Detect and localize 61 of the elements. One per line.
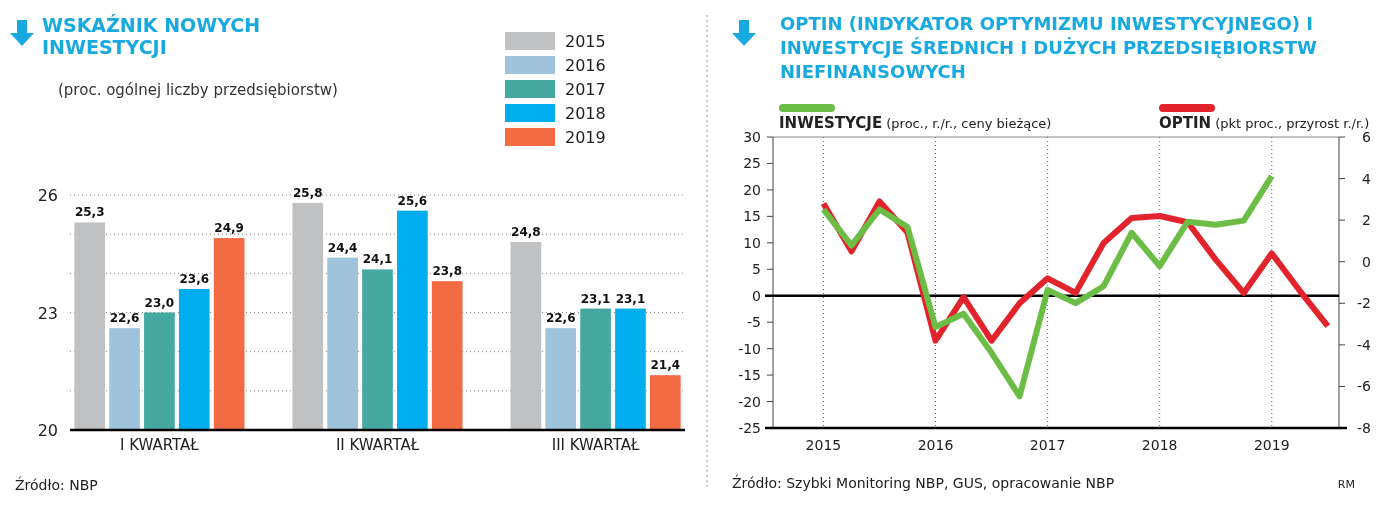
x-tick-label: I KWARTAŁ — [120, 436, 200, 454]
y-tick-label: 30 — [743, 129, 761, 145]
data-label: 24,4 — [327, 240, 358, 255]
y-tick-label: 26 — [37, 186, 58, 205]
data-label: 23,6 — [179, 272, 210, 286]
y2-axis-title: (pkt proc., przyrost r./r.) — [1211, 116, 1370, 131]
y2-tick-label: -8 — [1357, 420, 1371, 436]
text: Źródło: NBP — [15, 476, 98, 493]
chart-title: WSKAŹNIK NOWYCH INWESTYCJI — [42, 14, 261, 58]
y-tick-label: -20 — [738, 393, 761, 410]
y2-tick-label: 6 — [1362, 129, 1372, 145]
legend-label: OPTIN — [1159, 114, 1212, 132]
data-label: 23,0 — [144, 295, 175, 310]
y2-tick-label: 2 — [1362, 212, 1371, 229]
data-label: 23,8 — [432, 264, 463, 279]
legend-label: 2015 — [565, 32, 606, 51]
legend-label: 2019 — [565, 128, 606, 147]
y-tick-label: -10 — [738, 340, 761, 357]
y2-tick-label: 0 — [1362, 253, 1371, 270]
chart-title: OPTIN (INDYKATOR OPTYMIZMU INWESTYCYJNEGO) I INWESTYCJE ŚREDNICH I DUŻYCH PRZEDSIĘBIORSTW NIEFINANSOWYCH — [780, 13, 1318, 82]
y-tick-label: -15 — [738, 367, 761, 384]
chart-subtitle: (proc. ogólnej liczby przedsiębiorstw) — [58, 81, 338, 99]
x-tick-label: II KWARTAŁ — [335, 436, 420, 454]
x-tick-label: III KWARTAŁ — [551, 436, 640, 454]
y-tick-label: 20 — [37, 421, 58, 440]
y-tick-label: 10 — [743, 234, 761, 251]
y-tick-label: 23 — [37, 303, 58, 323]
y-tick-label: -5 — [747, 314, 761, 331]
y-tick-label: -25 — [738, 420, 761, 436]
data-label: 25,3 — [74, 205, 105, 220]
y-tick-label: 0 — [752, 287, 761, 304]
data-label: 22,6 — [109, 311, 140, 326]
text: Źródło: Szybki Monitoring NBP, GUS, opracowanie NBP — [732, 474, 1115, 491]
x-tick-label: 2017 — [1029, 437, 1066, 453]
legend-label: 2018 — [565, 104, 606, 123]
x-tick-label: 2016 — [917, 437, 954, 453]
data-label: 23,1 — [580, 291, 611, 306]
y-tick-label: 15 — [743, 208, 761, 225]
legend-label: 2016 — [565, 56, 606, 75]
data-label: 25,8 — [292, 185, 323, 200]
y-tick-label: 5 — [752, 261, 761, 278]
x-tick-label: 2015 — [805, 437, 842, 453]
y2-tick-label: -4 — [1357, 336, 1372, 353]
x-tick-label: 2019 — [1253, 437, 1290, 453]
data-label: 24,1 — [362, 252, 393, 267]
x-tick-label: 2018 — [1141, 437, 1178, 453]
data-label: 25,6 — [397, 193, 428, 208]
y-tick-label: 20 — [743, 181, 761, 198]
y2-tick-label: -6 — [1357, 378, 1372, 395]
legend-label: 2017 — [565, 80, 606, 99]
data-label: 24,8 — [511, 225, 541, 239]
y2-tick-label: 4 — [1362, 170, 1372, 187]
text: RM — [1337, 478, 1355, 491]
data-label: 21,4 — [650, 358, 681, 373]
data-label: 22,6 — [545, 311, 576, 326]
y2-tick-label: -2 — [1357, 295, 1371, 312]
data-label: 24,9 — [214, 221, 244, 236]
data-label: 23,1 — [615, 291, 646, 306]
legend-label: INWESTYCJE — [779, 114, 883, 132]
y-axis-title: (proc., r./r., ceny bieżące) — [882, 116, 1052, 131]
y-tick-label: 25 — [743, 155, 761, 172]
